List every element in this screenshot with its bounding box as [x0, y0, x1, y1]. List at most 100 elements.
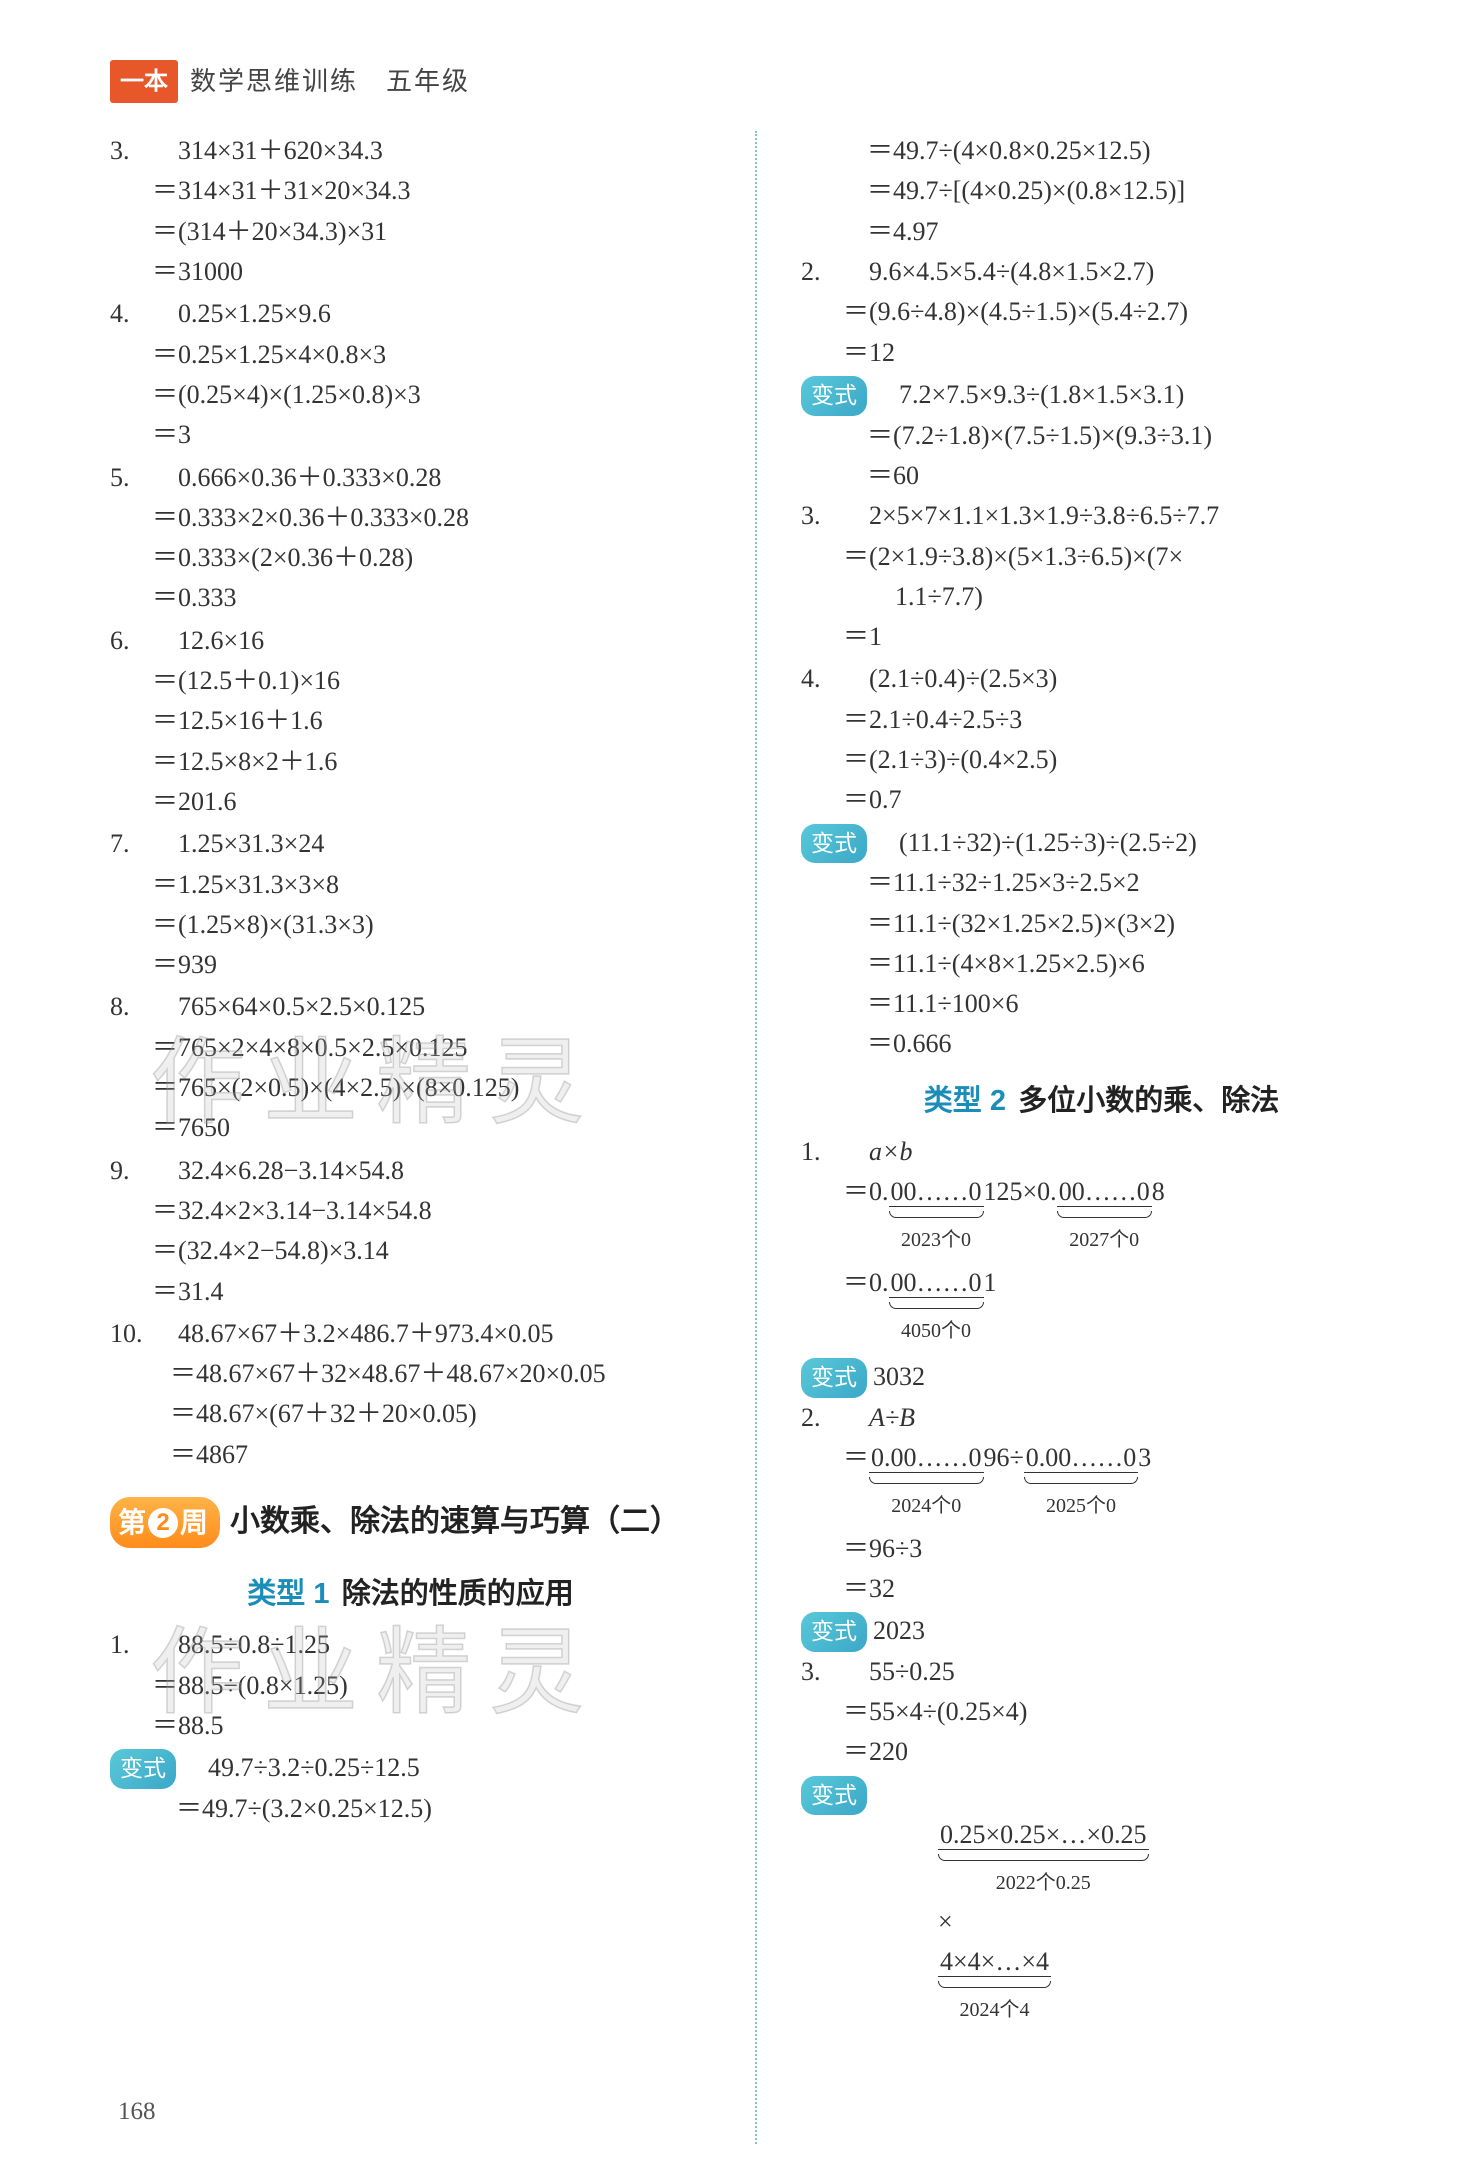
math-line: ＝(1.25×8)×(31.3×3)	[152, 905, 374, 945]
problem-5: 5. 0.666×0.36＋0.333×0.28 ＝0.333×2×0.36＋0…	[110, 458, 711, 619]
type-text: 除法的性质的应用	[342, 1578, 574, 1610]
week-badge: 第 2 周	[110, 1497, 220, 1548]
math-line: 88.5÷0.8÷1.25	[152, 1625, 330, 1665]
math-line: 2023	[873, 1611, 925, 1651]
math-line: ＝(9.6÷4.8)×(4.5÷1.5)×(5.4÷2.7)	[843, 292, 1188, 332]
week-number: 2	[148, 1508, 178, 1538]
problem-number: 2.	[801, 252, 843, 292]
problem-number: 3.	[110, 131, 152, 171]
problem-number: 3.	[801, 1652, 843, 1692]
math-line: ＝(32.4×2−54.8)×3.14	[152, 1231, 389, 1271]
math-line: ＝3	[152, 415, 191, 455]
problem-number: 10.	[110, 1314, 152, 1354]
problem-8: 8. 765×64×0.5×2.5×0.125 ＝765×2×4×8×0.5×2…	[110, 987, 711, 1148]
math-line: ＝0.333×2×0.36＋0.333×0.28	[152, 498, 469, 538]
type2-variant-2: 变式 2023	[801, 1611, 1402, 1652]
type2-variant-1: 变式 3032	[801, 1357, 1402, 1398]
math-line: ＝0.333	[152, 578, 237, 618]
math-line: 1.25×31.3×24	[152, 824, 324, 864]
math-line: ＝11.1÷(32×1.25×2.5)×(3×2)	[867, 904, 1175, 944]
right-variant-4: 变式 (11.1÷32)÷(1.25÷3)÷(2.5÷2)	[801, 823, 1402, 864]
math-line: ＝ 0.00……02024个0 96÷ 0.00……02025个0 3	[801, 1438, 1402, 1525]
variant-badge: 变式	[801, 1776, 867, 1816]
type2-problem-2: 2. A÷B ＝ 0.00……02024个0 96÷ 0.00……02025个0…	[801, 1398, 1402, 1609]
content-columns: 3. 314×31＋620×34.3 ＝314×31＋31×20×34.3 ＝(…	[110, 131, 1402, 2144]
math-line: ＝1.25×31.3×3×8	[152, 865, 339, 905]
column-divider	[755, 131, 757, 2144]
math-line: ＝0.333×(2×0.36＋0.28)	[152, 538, 413, 578]
math-line: 55÷0.25	[843, 1652, 955, 1692]
math-line: ＝(2×1.9÷3.8)×(5×1.3÷6.5)×(7×	[843, 537, 1183, 577]
problem-number: 6.	[110, 621, 152, 661]
math-line: 0.666×0.36＋0.333×0.28	[152, 458, 441, 498]
math-line: ＝(2.1÷3)÷(0.4×2.5)	[843, 740, 1057, 780]
math-line: 12.6×16	[152, 621, 264, 661]
math-line: ＝49.7÷(3.2×0.25×12.5)	[176, 1789, 432, 1829]
math-line: ＝7650	[152, 1108, 230, 1148]
math-line: ＝11.1÷32÷1.25×3÷2.5×2	[867, 863, 1140, 903]
math-line: ＝(7.2÷1.8)×(7.5÷1.5)×(9.3÷3.1)	[867, 416, 1212, 456]
problem-7: 7. 1.25×31.3×24 ＝1.25×31.3×3×8 ＝(1.25×8)…	[110, 824, 711, 985]
problem-number: 4.	[801, 659, 843, 699]
math-line: ＝55×4÷(0.25×4)	[843, 1692, 1027, 1732]
problem-9: 9. 32.4×6.28−3.14×54.8 ＝32.4×2×3.14−3.14…	[110, 1151, 711, 1312]
right-variant-2: 变式 7.2×7.5×9.3÷(1.8×1.5×3.1)	[801, 375, 1402, 416]
math-line: ＝939	[152, 945, 217, 985]
math-line: ＝11.1÷(4×8×1.25×2.5)×6	[867, 944, 1145, 984]
math-line: 765×64×0.5×2.5×0.125	[152, 987, 425, 1027]
math-line: ＝49.7÷[(4×0.25)×(0.8×12.5)]	[867, 171, 1185, 211]
week-post: 周	[180, 1501, 208, 1544]
book-badge: 一本	[110, 60, 178, 103]
math-line: ＝0. 00……04050个0 1	[801, 1263, 1402, 1350]
math-line: ＝0. 00……02023个0 125×0. 00……02027个0 8	[801, 1172, 1402, 1259]
math-line: ＝201.6	[152, 782, 237, 822]
problem-number: 1.	[110, 1625, 152, 1665]
math-line: 314×31＋620×34.3	[152, 131, 383, 171]
math-line: ＝765×2×4×8×0.5×2.5×0.125	[152, 1028, 467, 1068]
math-line: ＝60	[867, 456, 919, 496]
right-problem-4: 4. (2.1÷0.4)÷(2.5×3) ＝2.1÷0.4÷2.5÷3 ＝(2.…	[801, 659, 1402, 820]
math-line: 49.7÷3.2÷0.25÷12.5	[182, 1748, 420, 1788]
right-problem-3: 3. 2×5×7×1.1×1.3×1.9÷3.8÷6.5÷7.7 ＝(2×1.9…	[801, 496, 1402, 657]
math-line: ＝(12.5＋0.1)×16	[152, 661, 340, 701]
math-line: ＝4867	[170, 1435, 248, 1475]
variant-badge: 变式	[801, 1358, 867, 1398]
type-label: 类型 2	[924, 1085, 1006, 1117]
type-2-heading: 类型 2 多位小数的乘、除法	[801, 1079, 1402, 1124]
page-header: 一本 数学思维训练 五年级	[110, 60, 1402, 103]
math-line: 0.25×0.25×…×0.252022个0.25 × 4×4×…×42024个…	[873, 1775, 1149, 2069]
math-line: ＝1	[843, 617, 882, 657]
math-line: 48.67×67＋3.2×486.7＋973.4×0.05	[152, 1314, 554, 1354]
math-line: ＝765×(2×0.5)×(4×2.5)×(8×0.125)	[152, 1068, 519, 1108]
math-line: ＝0.7	[843, 780, 902, 820]
problem-10: 10. 48.67×67＋3.2×486.7＋973.4×0.05 ＝48.67…	[110, 1314, 711, 1475]
page-number: 168	[118, 2093, 156, 2132]
math-line: ＝32	[843, 1569, 895, 1609]
problem-number: 1.	[801, 1132, 843, 1172]
math-line: ＝96÷3	[843, 1529, 922, 1569]
week-title: 小数乘、除法的速算与巧算（二）	[230, 1499, 680, 1546]
type1-variant-1: 变式 49.7÷3.2÷0.25÷12.5	[110, 1748, 711, 1789]
type-1-heading: 类型 1 除法的性质的应用	[110, 1572, 711, 1617]
math-line: ＝2.1÷0.4÷2.5÷3	[843, 700, 1022, 740]
math-line: 32.4×6.28−3.14×54.8	[152, 1151, 404, 1191]
type-text: 多位小数的乘、除法	[1018, 1085, 1279, 1117]
math-line: ＝12.5×8×2＋1.6	[152, 742, 337, 782]
math-line: ＝88.5	[152, 1706, 224, 1746]
math-line: ＝32.4×2×3.14−3.14×54.8	[152, 1191, 432, 1231]
math-line: ＝88.5÷(0.8×1.25)	[152, 1666, 348, 1706]
math-line: 2×5×7×1.1×1.3×1.9÷3.8÷6.5÷7.7	[843, 496, 1219, 536]
math-line: ＝49.7÷(4×0.8×0.25×12.5)	[867, 131, 1151, 171]
variant-badge: 变式	[801, 824, 867, 864]
problem-number: 9.	[110, 1151, 152, 1191]
math-line: ＝(0.25×4)×(1.25×0.8)×3	[152, 375, 421, 415]
math-line: ＝48.67×67＋32×48.67＋48.67×20×0.05	[170, 1354, 606, 1394]
math-line: ＝0.666	[867, 1024, 952, 1064]
problem-number: 7.	[110, 824, 152, 864]
problem-number: 2.	[801, 1398, 843, 1438]
right-problem-2: 2. 9.6×4.5×5.4÷(4.8×1.5×2.7) ＝(9.6÷4.8)×…	[801, 252, 1402, 373]
math-line: a×b	[843, 1132, 913, 1172]
math-line: ＝4.97	[867, 212, 939, 252]
variant-badge: 变式	[110, 1749, 176, 1789]
type-label: 类型 1	[247, 1578, 329, 1610]
